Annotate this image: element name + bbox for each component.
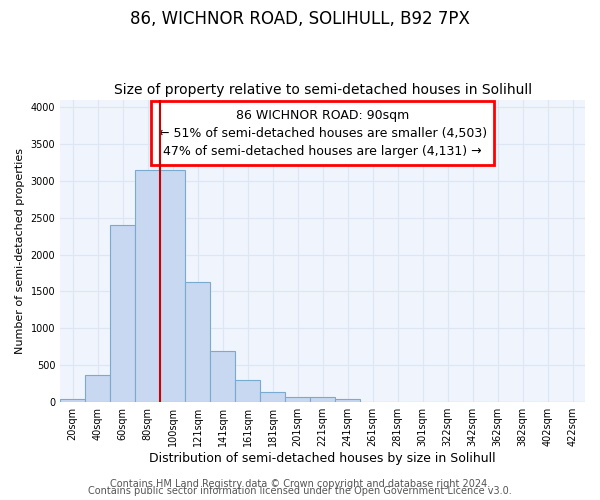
Bar [60, 398, 85, 402]
Bar [260, 392, 285, 402]
Bar [160, 170, 185, 402]
Bar [135, 170, 160, 402]
X-axis label: Distribution of semi-detached houses by size in Solihull: Distribution of semi-detached houses by … [149, 452, 496, 465]
Text: Contains HM Land Registry data © Crown copyright and database right 2024.: Contains HM Land Registry data © Crown c… [110, 479, 490, 489]
Bar [185, 282, 210, 402]
Bar [285, 398, 310, 402]
Text: 86, WICHNOR ROAD, SOLIHULL, B92 7PX: 86, WICHNOR ROAD, SOLIHULL, B92 7PX [130, 10, 470, 28]
Bar [110, 225, 135, 402]
Bar [85, 375, 110, 402]
Text: 86 WICHNOR ROAD: 90sqm
← 51% of semi-detached houses are smaller (4,503)
47% of : 86 WICHNOR ROAD: 90sqm ← 51% of semi-det… [158, 108, 487, 158]
Bar [210, 352, 235, 402]
Bar [310, 398, 335, 402]
Text: Contains public sector information licensed under the Open Government Licence v3: Contains public sector information licen… [88, 486, 512, 496]
Bar [235, 380, 260, 402]
Y-axis label: Number of semi-detached properties: Number of semi-detached properties [15, 148, 25, 354]
Bar [335, 398, 360, 402]
Title: Size of property relative to semi-detached houses in Solihull: Size of property relative to semi-detach… [113, 83, 532, 97]
